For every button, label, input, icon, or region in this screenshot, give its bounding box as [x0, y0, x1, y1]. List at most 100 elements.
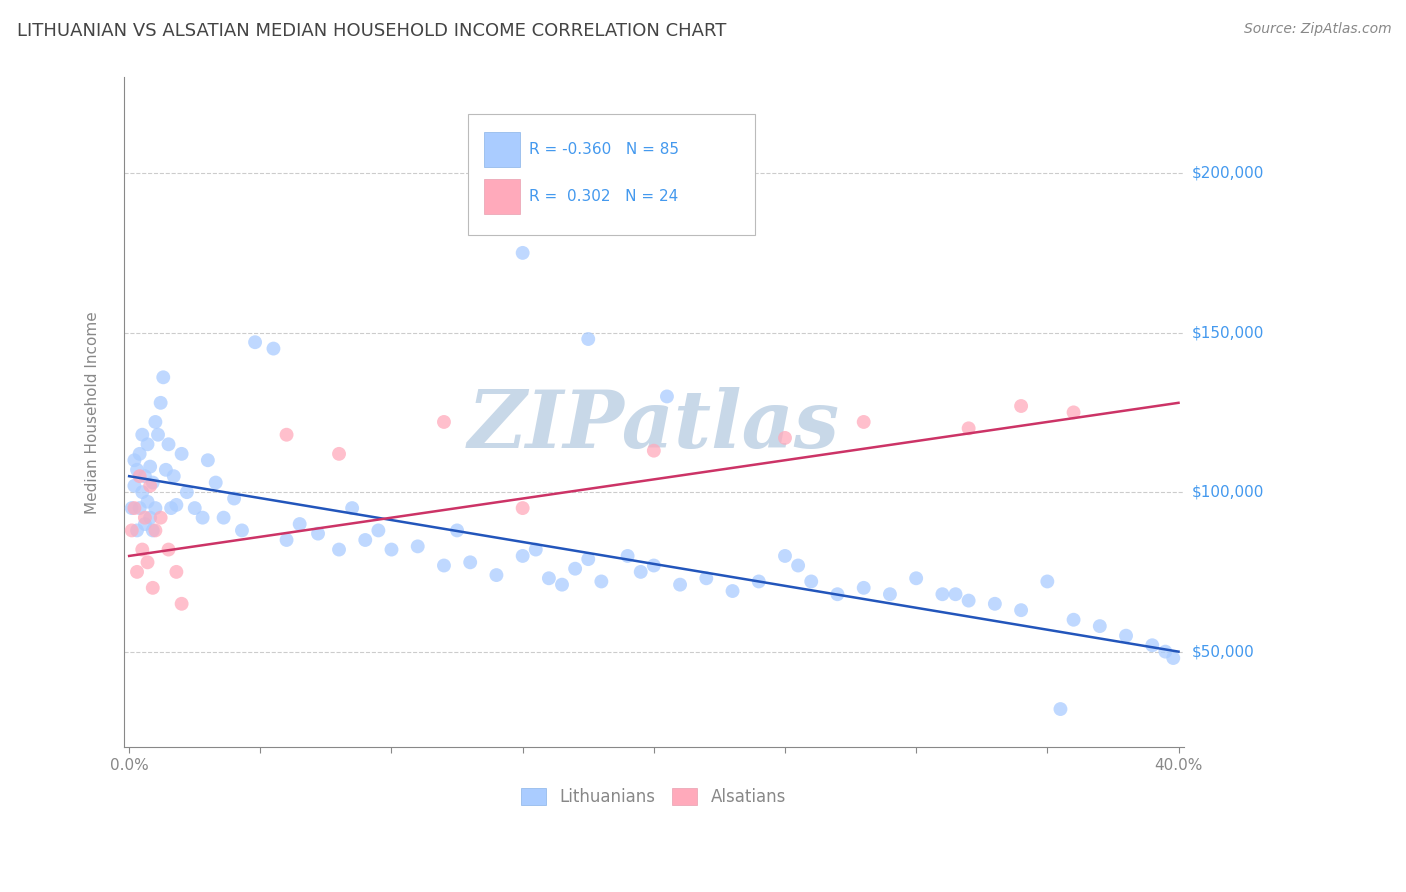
Point — [773, 549, 796, 563]
Point — [616, 549, 638, 563]
Point — [152, 370, 174, 384]
Point — [354, 533, 377, 547]
Text: $150,000: $150,000 — [1192, 326, 1264, 340]
Point — [142, 524, 165, 538]
Text: $200,000: $200,000 — [1192, 166, 1264, 181]
Point — [564, 562, 586, 576]
Point — [262, 342, 284, 356]
Text: $50,000: $50,000 — [1192, 644, 1254, 659]
Point — [984, 597, 1007, 611]
Point — [458, 555, 481, 569]
Text: R =  0.302   N = 24: R = 0.302 N = 24 — [529, 189, 678, 204]
Point — [145, 415, 167, 429]
FancyBboxPatch shape — [468, 114, 755, 235]
Point — [165, 498, 187, 512]
Point — [643, 558, 665, 573]
Point — [142, 475, 165, 490]
Point — [524, 542, 547, 557]
Point — [231, 524, 253, 538]
Point — [485, 568, 508, 582]
Point — [931, 587, 953, 601]
Point — [328, 542, 350, 557]
Text: R = -0.360   N = 85: R = -0.360 N = 85 — [529, 143, 679, 157]
Point — [204, 475, 226, 490]
Point — [243, 335, 266, 350]
Point — [128, 469, 150, 483]
Point — [124, 453, 146, 467]
Point — [121, 501, 143, 516]
Point — [131, 485, 153, 500]
Point — [957, 421, 980, 435]
Point — [328, 447, 350, 461]
Point — [146, 427, 169, 442]
Point — [124, 501, 146, 516]
Point — [1063, 405, 1085, 419]
Point — [630, 565, 652, 579]
Point — [125, 463, 148, 477]
Y-axis label: Median Household Income: Median Household Income — [86, 311, 100, 514]
Point — [1063, 613, 1085, 627]
Point — [149, 396, 172, 410]
Point — [945, 587, 967, 601]
Point — [136, 437, 159, 451]
Point — [905, 571, 928, 585]
Point — [155, 463, 177, 477]
Point — [170, 447, 193, 461]
Point — [1010, 399, 1032, 413]
Point — [157, 437, 180, 451]
Point — [721, 584, 744, 599]
Text: Source: ZipAtlas.com: Source: ZipAtlas.com — [1244, 22, 1392, 37]
Text: $100,000: $100,000 — [1192, 484, 1264, 500]
Point — [1142, 638, 1164, 652]
Point — [145, 501, 167, 516]
Point — [121, 524, 143, 538]
Point — [134, 516, 156, 531]
Point — [212, 510, 235, 524]
Point — [191, 510, 214, 524]
Point — [160, 501, 183, 516]
Point — [655, 389, 678, 403]
Point — [367, 524, 389, 538]
Point — [142, 581, 165, 595]
Point — [380, 542, 402, 557]
Point — [184, 501, 207, 516]
Point — [136, 555, 159, 569]
Point — [134, 469, 156, 483]
Point — [551, 577, 574, 591]
Point — [773, 431, 796, 445]
Point — [643, 443, 665, 458]
Point — [537, 571, 560, 585]
Point — [131, 427, 153, 442]
Point — [748, 574, 770, 589]
Point — [222, 491, 245, 506]
Point — [1115, 629, 1137, 643]
Point — [1161, 651, 1184, 665]
Point — [512, 501, 534, 516]
Text: LITHUANIAN VS ALSATIAN MEDIAN HOUSEHOLD INCOME CORRELATION CHART: LITHUANIAN VS ALSATIAN MEDIAN HOUSEHOLD … — [17, 22, 727, 40]
Point — [134, 510, 156, 524]
Point — [139, 459, 162, 474]
Point — [1036, 574, 1059, 589]
Point — [406, 540, 429, 554]
Point — [197, 453, 219, 467]
Point — [149, 510, 172, 524]
Point — [139, 479, 162, 493]
Point — [340, 501, 363, 516]
Point — [800, 574, 823, 589]
Point — [307, 526, 329, 541]
Point — [125, 565, 148, 579]
Point — [128, 501, 150, 516]
Point — [276, 533, 298, 547]
Point — [136, 494, 159, 508]
Point — [163, 469, 186, 483]
Point — [512, 246, 534, 260]
Point — [1154, 645, 1177, 659]
Point — [695, 571, 717, 585]
Point — [176, 485, 198, 500]
Point — [852, 415, 875, 429]
Point — [852, 581, 875, 595]
Text: ZIPatlas: ZIPatlas — [468, 387, 839, 465]
Point — [128, 447, 150, 461]
Point — [1088, 619, 1111, 633]
Point — [165, 565, 187, 579]
